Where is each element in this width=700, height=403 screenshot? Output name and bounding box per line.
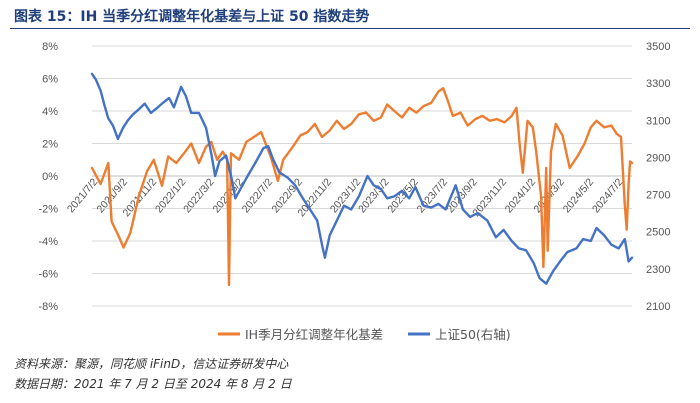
title-rule	[10, 28, 690, 29]
left-axis-tick-label: 4%	[42, 106, 58, 118]
date-note: 数据日期：2021 年 7 月 2 日至 2024 年 8 月 2 日	[14, 377, 292, 391]
left-axis-tick-label: -4%	[38, 236, 58, 248]
series-line-basis	[90, 87, 634, 287]
x-tick-label: 2024/7/2	[590, 176, 626, 215]
left-axis-tick-label: -2%	[38, 204, 58, 216]
left-axis-tick-label: 6%	[42, 74, 58, 86]
right-axis-tick-label: 2500	[646, 227, 670, 239]
right-axis-tick-label: 2300	[646, 264, 670, 276]
right-axis-tick-label: 2100	[646, 301, 670, 313]
series-line-index	[90, 72, 634, 285]
right-axis-tick-label: 3100	[646, 115, 670, 127]
left-axis-tick-label: -8%	[38, 301, 58, 313]
left-axis-tick-label: 8%	[42, 41, 58, 53]
right-axis-tick-label: 3500	[646, 41, 670, 53]
left-axis-tick-label: -6%	[38, 269, 58, 281]
left-axis-tick-label: 2%	[42, 139, 58, 151]
chart: -8% -6% -4% -2% 0% 2% 4% 6% 8% 2100 2300 2500 2700 29…	[38, 41, 670, 342]
figure-title: 图表 15：IH 当季分红调整年化基差与上证 50 指数走势	[14, 9, 370, 25]
left-axis-tick-label: 0%	[42, 171, 58, 183]
legend-label-index: 上证50(右轴)	[435, 327, 511, 342]
x-tick-label: 2021/7/2	[65, 176, 101, 215]
right-axis-tick-label: 3300	[646, 78, 670, 90]
source-note: 资料来源：聚源，同花顺 iFinD，信达证券研发中心	[14, 357, 289, 371]
right-axis-tick-label: 2700	[646, 190, 670, 202]
legend-label-basis: IH季月分红调整年化基差	[245, 327, 383, 342]
right-axis-tick-label: 2900	[646, 152, 670, 164]
